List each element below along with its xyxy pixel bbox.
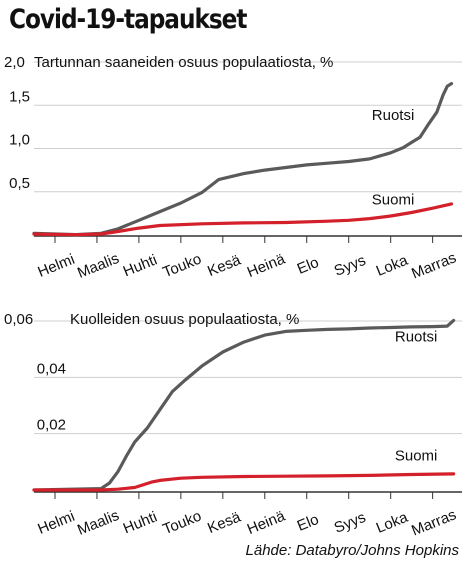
y-tick-label-0-1: 1,0 xyxy=(9,132,30,149)
chart-title-0: Tartunnan saaneiden osuus populaatiosta,… xyxy=(34,54,333,71)
x-tick-label-syys-1: Syys xyxy=(332,509,369,537)
x-tick-label-maalis-1: Maalis xyxy=(75,507,122,539)
series-label-ruotsi-0: Ruotsi xyxy=(372,107,415,124)
x-tick-label-elo-0: Elo xyxy=(295,254,321,278)
source-note: Lähde: Databyro/Johns Hopkins xyxy=(245,542,459,559)
series-line-suomi-0 xyxy=(32,202,454,237)
series-line-ruotsi-0 xyxy=(32,81,454,237)
x-tick-label-heina-1: Heinä xyxy=(245,507,288,538)
x-tick-label-touko-1: Touko xyxy=(160,507,203,538)
y-tick-label-1-1: 0,04 xyxy=(37,360,66,377)
y-tick-label-0-2: 1,5 xyxy=(9,88,30,105)
x-tick-label-loka-1: Loka xyxy=(374,509,411,537)
figure-title: Covid-19-tapaukset xyxy=(9,4,247,35)
x-tick-label-helmi-1: Helmi xyxy=(35,508,77,538)
series-label-ruotsi-1: Ruotsi xyxy=(395,328,438,345)
y-tick-label-0-0: 0,5 xyxy=(9,175,30,192)
series-line-suomi-1 xyxy=(32,472,456,492)
y-tick-label-0-3: 2,0 xyxy=(4,54,25,71)
series-label-suomi-1: Suomi xyxy=(395,447,438,464)
y-tick-label-1-0: 0,02 xyxy=(37,417,66,434)
x-tick-label-kesa-1: Kesä xyxy=(205,508,244,537)
series-line-ruotsi-1 xyxy=(32,318,456,492)
series-label-suomi-0: Suomi xyxy=(372,192,415,209)
x-tick-label-huhti-1: Huhti xyxy=(121,508,160,537)
chart-title-1: Kuolleiden osuus populaatiosta, % xyxy=(70,311,299,328)
x-tick-label-elo-1: Elo xyxy=(295,511,321,535)
y-tick-label-1-2: 0,06 xyxy=(4,311,33,328)
x-tick-label-marras-1: Marras xyxy=(409,506,459,539)
